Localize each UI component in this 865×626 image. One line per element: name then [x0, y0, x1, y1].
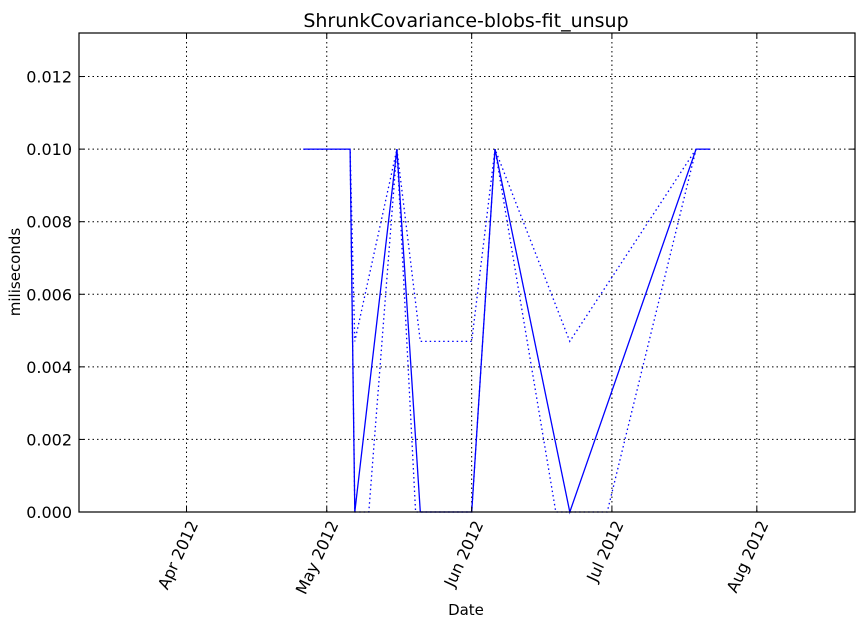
- x-axis-label: Date: [448, 601, 484, 619]
- y-tick-label: 0.006: [26, 285, 72, 304]
- x-tick-label: Apr 2012: [154, 518, 202, 593]
- y-tick-label: 0.002: [26, 430, 72, 449]
- series-line-solid: [303, 148, 711, 515]
- x-tick-label: Aug 2012: [723, 518, 773, 596]
- y-tick-label: 0.004: [26, 358, 72, 377]
- y-tick-label: 0.000: [26, 503, 72, 522]
- series-layer: [303, 148, 711, 515]
- y-axis-label: miliseconds: [6, 228, 24, 317]
- plot-frame: [78, 32, 856, 513]
- y-tick-label: 0.008: [26, 213, 72, 232]
- grid-layer: [79, 33, 855, 512]
- chart-title: ShrunkCovariance-blobs-fit_unsup: [303, 10, 628, 32]
- y-tick-label: 0.012: [26, 68, 72, 87]
- x-tick-label: Jul 2012: [582, 518, 627, 586]
- y-tick-label: 0.010: [26, 140, 72, 159]
- series-line-dotted-1: [303, 148, 711, 343]
- x-tick-label: Jun 2012: [440, 518, 488, 591]
- x-tick-label: May 2012: [292, 518, 343, 598]
